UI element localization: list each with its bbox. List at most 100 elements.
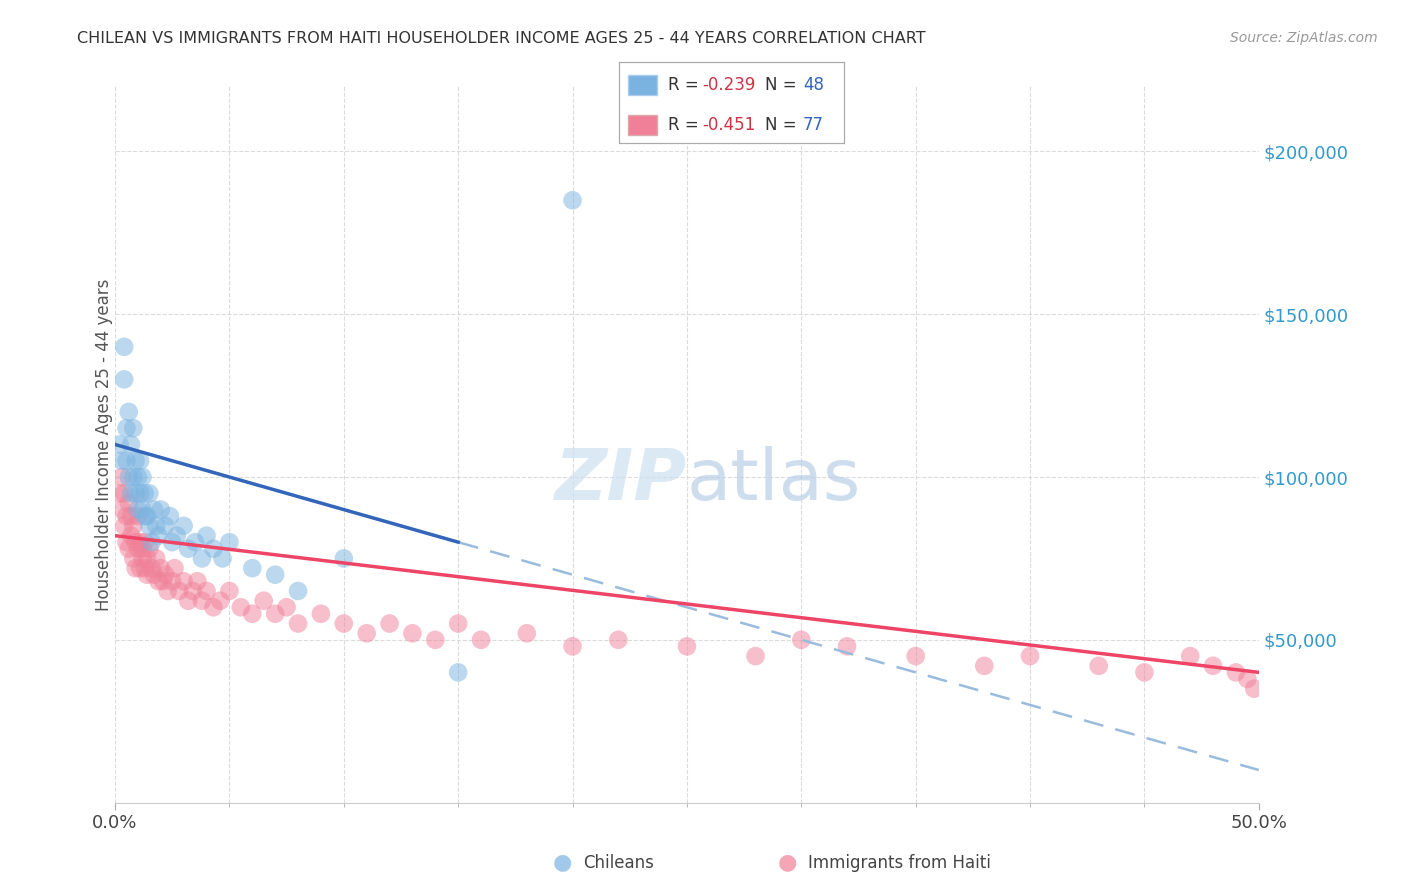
Point: [112, 340, 135, 354]
Text: 77: 77: [803, 116, 824, 134]
Point: [287, 616, 309, 631]
Text: N =: N =: [765, 76, 801, 94]
Point: [264, 607, 287, 621]
Point: [425, 632, 447, 647]
Point: [1236, 672, 1258, 686]
Point: [115, 421, 138, 435]
Point: [240, 607, 263, 621]
Text: -0.451: -0.451: [702, 116, 755, 134]
Point: [122, 519, 145, 533]
Point: [136, 567, 159, 582]
Point: [112, 519, 135, 533]
Point: [167, 584, 190, 599]
Point: [904, 649, 927, 664]
Point: [108, 486, 131, 500]
Text: Immigrants from Haiti: Immigrants from Haiti: [808, 855, 991, 872]
Point: [209, 593, 232, 607]
Point: [129, 535, 152, 549]
Point: [124, 486, 146, 500]
Point: [115, 454, 138, 468]
Point: [1087, 658, 1109, 673]
Point: [122, 551, 145, 566]
Point: [115, 509, 138, 524]
Text: -0.239: -0.239: [702, 76, 755, 94]
Point: [145, 519, 167, 533]
Point: [333, 551, 356, 566]
Point: [253, 593, 276, 607]
Point: [149, 561, 172, 575]
Point: [287, 584, 309, 599]
Text: ●: ●: [778, 853, 797, 872]
Point: [191, 551, 214, 566]
Point: [1225, 665, 1247, 680]
Point: [177, 541, 200, 556]
Point: [141, 535, 163, 549]
Point: [184, 535, 207, 549]
Point: [470, 632, 492, 647]
Point: [1243, 681, 1265, 696]
Point: [401, 626, 423, 640]
Point: [124, 535, 146, 549]
Point: [186, 574, 208, 589]
Point: [134, 561, 156, 575]
Point: [127, 502, 149, 516]
FancyBboxPatch shape: [627, 75, 657, 95]
Text: Chileans: Chileans: [583, 855, 654, 872]
Point: [120, 509, 142, 524]
Point: [118, 541, 141, 556]
Point: [148, 574, 170, 589]
Point: [120, 437, 142, 451]
Text: N =: N =: [765, 116, 801, 134]
Point: [122, 421, 145, 435]
Point: [156, 584, 179, 599]
Point: [1180, 649, 1202, 664]
Point: [676, 640, 699, 654]
Point: [173, 574, 195, 589]
Point: [112, 372, 135, 386]
Point: [138, 486, 160, 500]
Point: [131, 470, 153, 484]
Text: R =: R =: [668, 76, 704, 94]
Point: [159, 509, 181, 524]
Point: [333, 616, 356, 631]
Point: [120, 528, 142, 542]
Point: [134, 509, 156, 524]
Point: [149, 502, 172, 516]
Point: [1019, 649, 1042, 664]
Point: [181, 584, 204, 599]
Point: [835, 640, 858, 654]
Point: [118, 405, 141, 419]
Point: [111, 470, 134, 484]
Point: [134, 535, 156, 549]
Point: [120, 486, 142, 500]
Point: [1133, 665, 1156, 680]
Point: [138, 519, 160, 533]
Point: [131, 551, 153, 566]
Point: [111, 502, 134, 516]
Point: [516, 626, 538, 640]
Point: [148, 528, 170, 542]
Point: [118, 496, 141, 510]
Point: [134, 486, 156, 500]
Point: [136, 509, 159, 524]
Point: [356, 626, 378, 640]
Point: [131, 541, 153, 556]
Point: [127, 470, 149, 484]
Point: [127, 541, 149, 556]
Text: atlas: atlas: [688, 446, 862, 515]
Point: [118, 470, 141, 484]
Point: [122, 470, 145, 484]
FancyBboxPatch shape: [627, 115, 657, 136]
Point: [195, 584, 218, 599]
Point: [173, 519, 195, 533]
Point: [378, 616, 401, 631]
Point: [202, 600, 225, 615]
Point: [124, 454, 146, 468]
Point: [115, 535, 138, 549]
Point: [124, 561, 146, 575]
Point: [155, 567, 177, 582]
Point: [145, 551, 167, 566]
Point: [160, 535, 183, 549]
Text: 48: 48: [803, 76, 824, 94]
Point: [111, 454, 134, 468]
